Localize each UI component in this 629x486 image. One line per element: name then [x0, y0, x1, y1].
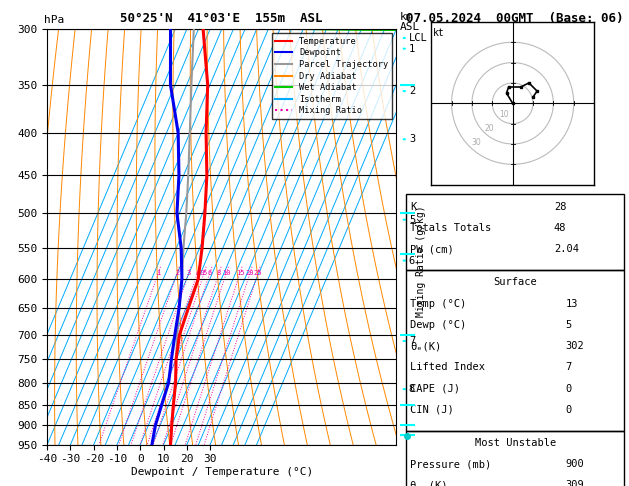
- Text: Totals Totals: Totals Totals: [410, 223, 492, 233]
- Text: Surface: Surface: [493, 277, 537, 287]
- Text: K: K: [410, 202, 416, 212]
- Text: Pressure (mb): Pressure (mb): [410, 459, 492, 469]
- Text: km: km: [399, 12, 413, 22]
- Text: 0: 0: [565, 405, 572, 415]
- Text: 25: 25: [253, 270, 262, 276]
- Text: hPa: hPa: [44, 15, 64, 25]
- Text: 1: 1: [156, 270, 160, 276]
- Text: Mixing Ratio (g/kg): Mixing Ratio (g/kg): [416, 206, 426, 317]
- Bar: [406, 431, 625, 486]
- Text: Temp (°C): Temp (°C): [410, 298, 467, 309]
- Text: 900: 900: [565, 459, 584, 469]
- Text: 13: 13: [565, 298, 578, 309]
- Text: 3: 3: [409, 134, 415, 144]
- Text: 1: 1: [409, 44, 415, 53]
- Text: 2: 2: [175, 270, 179, 276]
- Text: 30: 30: [471, 138, 481, 147]
- Text: θₑ (K): θₑ (K): [410, 481, 448, 486]
- Text: Lifted Index: Lifted Index: [410, 363, 486, 372]
- Text: 7: 7: [565, 363, 572, 372]
- Legend: Temperature, Dewpoint, Parcel Trajectory, Dry Adiabat, Wet Adiabat, Isotherm, Mi: Temperature, Dewpoint, Parcel Trajectory…: [272, 34, 392, 119]
- Text: kt: kt: [433, 28, 445, 38]
- Text: θₑ(K): θₑ(K): [410, 341, 442, 351]
- Text: 15: 15: [236, 270, 244, 276]
- Text: 48: 48: [554, 223, 566, 233]
- Text: ASL: ASL: [399, 22, 420, 32]
- Text: 5: 5: [565, 320, 572, 330]
- Text: Most Unstable: Most Unstable: [474, 438, 556, 448]
- Text: 6: 6: [409, 256, 415, 265]
- Text: 20: 20: [485, 124, 494, 133]
- Text: 309: 309: [565, 481, 584, 486]
- Text: 20: 20: [246, 270, 254, 276]
- Text: 5: 5: [409, 215, 415, 225]
- Text: 7: 7: [409, 336, 415, 346]
- Text: LCL: LCL: [409, 33, 428, 43]
- Text: PW (cm): PW (cm): [410, 244, 454, 254]
- Text: 302: 302: [565, 341, 584, 351]
- Bar: [406, 270, 625, 431]
- Text: 3: 3: [187, 270, 191, 276]
- Text: Dewp (°C): Dewp (°C): [410, 320, 467, 330]
- Text: 6: 6: [208, 270, 212, 276]
- Text: 50°25'N  41°03'E  155m  ASL: 50°25'N 41°03'E 155m ASL: [121, 12, 323, 25]
- Text: 28: 28: [554, 202, 566, 212]
- Text: CAPE (J): CAPE (J): [410, 383, 460, 394]
- Text: 0: 0: [200, 270, 204, 276]
- Bar: [406, 194, 625, 270]
- Text: 0: 0: [565, 383, 572, 394]
- Text: 5: 5: [202, 270, 206, 276]
- Text: 10: 10: [222, 270, 231, 276]
- X-axis label: Dewpoint / Temperature (°C): Dewpoint / Temperature (°C): [131, 467, 313, 477]
- Text: 2: 2: [409, 86, 415, 96]
- Text: 10: 10: [499, 110, 508, 119]
- Text: 07.05.2024  00GMT  (Base: 06): 07.05.2024 00GMT (Base: 06): [406, 12, 623, 25]
- Text: 8: 8: [409, 384, 415, 394]
- Text: CIN (J): CIN (J): [410, 405, 454, 415]
- Text: 2.04: 2.04: [554, 244, 579, 254]
- Text: 8: 8: [217, 270, 221, 276]
- Text: 4: 4: [195, 270, 199, 276]
